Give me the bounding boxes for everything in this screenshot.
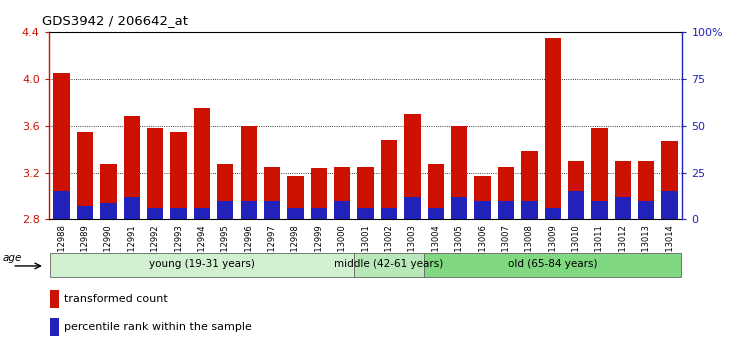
Bar <box>615 197 631 219</box>
Bar <box>424 253 681 276</box>
Bar <box>334 167 350 219</box>
Bar <box>358 167 374 219</box>
Bar <box>615 161 631 219</box>
Bar <box>50 253 354 276</box>
Bar <box>76 206 93 219</box>
Bar <box>147 208 164 219</box>
Bar <box>662 141 678 219</box>
Bar <box>404 114 421 219</box>
Bar <box>568 191 584 219</box>
Bar <box>381 140 398 219</box>
Bar <box>170 132 187 219</box>
Bar <box>194 108 210 219</box>
Bar <box>354 253 424 276</box>
Bar <box>194 208 210 219</box>
Text: percentile rank within the sample: percentile rank within the sample <box>64 322 252 332</box>
Bar <box>404 197 421 219</box>
Bar <box>451 197 467 219</box>
Bar <box>100 202 116 219</box>
Bar <box>662 191 678 219</box>
Bar <box>310 208 327 219</box>
Bar <box>568 161 584 219</box>
Bar <box>427 208 444 219</box>
Bar <box>498 201 514 219</box>
Bar <box>381 208 398 219</box>
Bar <box>264 201 280 219</box>
Bar <box>50 290 59 308</box>
Bar <box>310 168 327 219</box>
Bar <box>287 176 304 219</box>
Text: age: age <box>2 253 22 263</box>
Bar <box>427 164 444 219</box>
Bar <box>521 201 538 219</box>
Text: middle (42-61 years): middle (42-61 years) <box>334 259 444 269</box>
Bar <box>50 318 59 336</box>
Bar <box>358 208 374 219</box>
Text: transformed count: transformed count <box>64 295 168 304</box>
Bar <box>124 116 140 219</box>
Bar <box>147 128 164 219</box>
Bar <box>521 152 538 219</box>
Bar <box>241 126 257 219</box>
Bar <box>241 201 257 219</box>
Bar <box>170 208 187 219</box>
Bar <box>124 197 140 219</box>
Bar <box>53 191 70 219</box>
Bar <box>498 167 514 219</box>
Bar <box>76 132 93 219</box>
Bar <box>287 208 304 219</box>
Bar <box>217 201 233 219</box>
Bar <box>474 201 490 219</box>
Text: young (19-31 years): young (19-31 years) <box>149 259 255 269</box>
Bar <box>638 161 655 219</box>
Bar <box>217 164 233 219</box>
Bar <box>264 167 280 219</box>
Bar <box>474 176 490 219</box>
Bar <box>544 38 561 219</box>
Text: old (65-84 years): old (65-84 years) <box>508 259 598 269</box>
Bar <box>53 73 70 219</box>
Bar <box>591 128 608 219</box>
Bar <box>451 126 467 219</box>
Bar <box>591 201 608 219</box>
Bar <box>544 208 561 219</box>
Bar <box>638 201 655 219</box>
Text: GDS3942 / 206642_at: GDS3942 / 206642_at <box>43 15 188 27</box>
Bar <box>334 201 350 219</box>
Bar <box>100 164 116 219</box>
